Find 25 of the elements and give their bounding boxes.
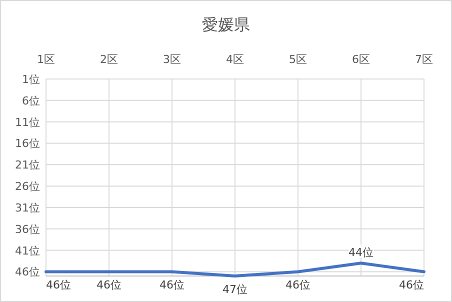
- data-label: 46位: [160, 278, 184, 292]
- y-tick-label: 36位: [15, 222, 40, 236]
- y-tick-label: 31位: [15, 201, 40, 214]
- y-tick-label: 26位: [15, 180, 40, 194]
- data-label: 46位: [46, 278, 71, 292]
- x-tick-label: 6区: [352, 53, 370, 66]
- x-tick-label: 2区: [100, 53, 118, 66]
- x-tick-label: 4区: [226, 53, 244, 66]
- y-tick-label: 6位: [22, 94, 40, 108]
- data-label: 46位: [399, 278, 424, 292]
- data-label: 44位: [348, 246, 374, 260]
- y-tick-label: 1位: [22, 73, 40, 86]
- data-label: 47位: [222, 283, 248, 296]
- y-tick-label: 46位: [15, 266, 40, 279]
- data-label: 46位: [286, 278, 310, 292]
- y-tick-label: 21位: [15, 158, 40, 172]
- y-tick-label: 16位: [15, 137, 40, 150]
- data-label: 46位: [96, 278, 122, 292]
- y-tick-label: 11位: [15, 116, 40, 129]
- chart-title: 愛媛県: [202, 15, 250, 34]
- x-tick-label: 7区: [415, 53, 433, 66]
- y-tick-label: 41位: [15, 244, 40, 258]
- x-tick-label: 3区: [163, 53, 181, 66]
- x-tick-label: 1区: [37, 53, 55, 66]
- x-tick-label: 5区: [289, 53, 307, 66]
